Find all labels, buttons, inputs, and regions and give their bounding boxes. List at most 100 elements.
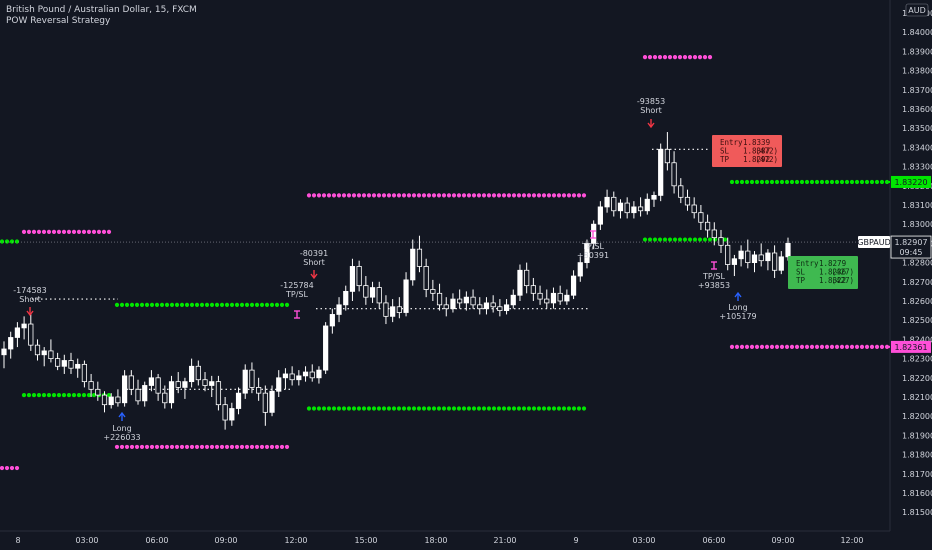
level-dot [657, 237, 663, 242]
level-dot [667, 237, 673, 242]
candle-body [329, 314, 335, 327]
candle-body [202, 379, 208, 386]
candle-body [369, 287, 376, 298]
level-dot [461, 406, 467, 411]
y-tick-label: 1.82200 [902, 374, 932, 383]
level-dot [819, 344, 825, 349]
trade-label: +93853 [698, 281, 730, 290]
level-dot [371, 193, 377, 198]
level-dot [804, 344, 810, 349]
level-dot [461, 193, 467, 198]
short-entry-box [712, 135, 782, 167]
candle-body [597, 206, 603, 225]
level-dot [169, 302, 175, 307]
level-dot [311, 406, 317, 411]
level-dot [734, 344, 740, 349]
level-dot [106, 229, 112, 234]
candle-body [564, 294, 570, 302]
level-dot [259, 444, 265, 450]
level-dot [274, 444, 280, 450]
candle-body [604, 196, 610, 208]
level-dot [139, 444, 145, 450]
x-tick-label: 12:00 [284, 536, 307, 545]
level-dot [371, 406, 377, 411]
level-dot [41, 229, 47, 234]
long-arrow-head-icon [734, 291, 742, 298]
level-dot [149, 302, 155, 307]
level-dot [687, 237, 693, 242]
level-dot [259, 302, 265, 307]
candle-body [336, 304, 342, 315]
level-dot [526, 406, 532, 411]
level-dot [411, 406, 417, 411]
level-dot [441, 406, 447, 411]
level-dot [114, 302, 120, 307]
trade-label: -174583 [13, 286, 46, 295]
candle-body [725, 244, 731, 265]
candle-body [691, 204, 697, 214]
level-dot [209, 444, 215, 450]
level-dot [839, 179, 845, 185]
level-dot [21, 229, 27, 234]
level-dot [376, 406, 382, 411]
y-tick-label: 1.83400 [902, 143, 932, 152]
candle-body [450, 298, 456, 310]
level-dot [159, 444, 165, 450]
level-dot [279, 302, 285, 307]
candle-body [403, 279, 409, 313]
candle-body [195, 365, 201, 381]
candle-body [785, 242, 791, 258]
y-tick-label: 1.81900 [902, 431, 932, 440]
candle-body [463, 296, 469, 304]
level-dot [859, 344, 865, 349]
level-dot [566, 406, 572, 411]
level-dot [366, 193, 372, 198]
level-dot [0, 465, 5, 471]
level-dot [501, 406, 507, 411]
level-dot [4, 239, 10, 244]
candle-body [611, 196, 617, 212]
level-dot [341, 406, 347, 411]
candle-body [256, 386, 262, 394]
x-tick-label: 03:00 [75, 536, 98, 545]
y-tick-label: 1.82000 [902, 412, 932, 421]
level-dot [36, 229, 42, 234]
level-dot [774, 344, 780, 349]
candle-body [168, 381, 175, 404]
level-dot [254, 302, 260, 307]
level-dot [144, 302, 150, 307]
level-dot [804, 179, 810, 185]
candle-body [175, 381, 181, 388]
x-tick-label: 06:00 [145, 536, 168, 545]
y-tick-label: 1.82800 [902, 259, 932, 268]
level-dot [729, 344, 735, 349]
candle-body [416, 248, 423, 267]
level-dot [194, 302, 200, 307]
trade-label: Short [303, 258, 324, 267]
level-dot [662, 237, 668, 242]
level-dot [199, 444, 205, 450]
level-dot [326, 193, 332, 198]
level-dot [331, 406, 337, 411]
candle-body [510, 294, 516, 306]
level-dot [561, 406, 567, 411]
level-dot [214, 444, 220, 450]
level-dot [551, 406, 557, 411]
candle-body [651, 194, 657, 200]
time-axis[interactable]: 8 03:00 06:00 09:00 12:00 15:00 18:00 21:00 9 03:… [0, 530, 890, 545]
level-dot [204, 302, 210, 307]
level-dot [401, 193, 407, 198]
candle-body [745, 250, 751, 264]
y-tick-label: 1.83800 [902, 67, 932, 76]
level-dot [496, 193, 502, 198]
candle-body [483, 302, 490, 310]
candle-body [162, 392, 168, 404]
level-dot [672, 55, 678, 60]
level-dot [526, 193, 532, 198]
level-dot [269, 444, 275, 450]
price-axis[interactable]: 1.841001.840001.839001.838001.837001.836… [857, 0, 932, 550]
y-tick-label: 1.82600 [902, 297, 932, 306]
level-dot [376, 193, 382, 198]
